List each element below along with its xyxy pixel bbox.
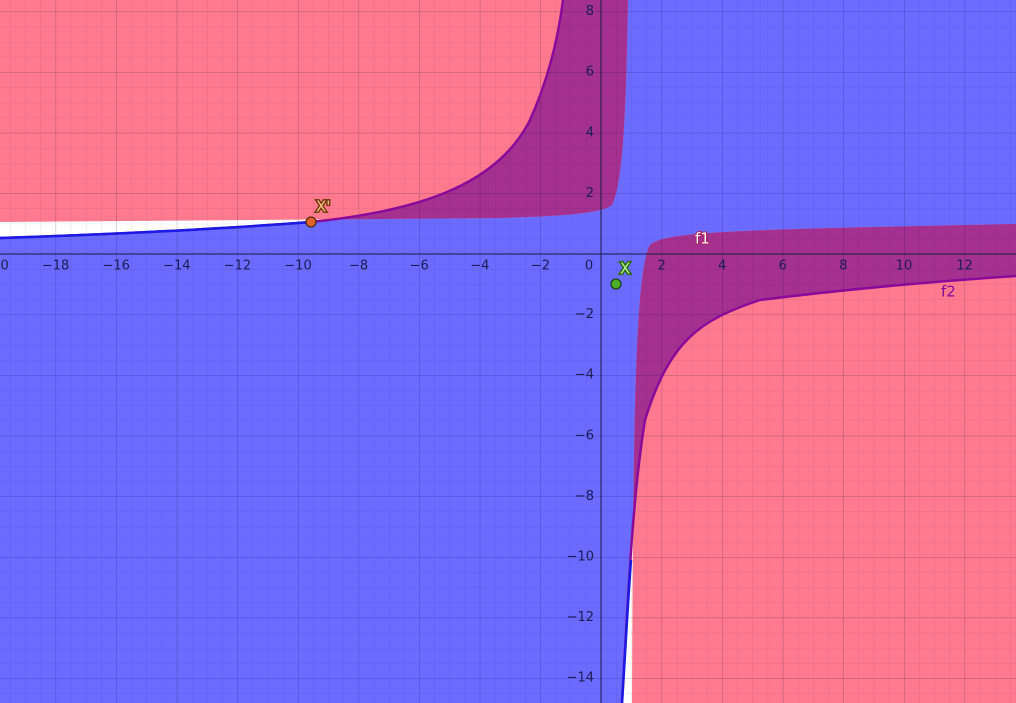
point-x[interactable] — [610, 278, 622, 290]
x-tick-label: −18 — [42, 259, 69, 274]
curve-blue[interactable] — [620, 559, 633, 703]
curve-blue[interactable] — [0, 220, 312, 240]
y-tick-label: −8 — [575, 489, 594, 504]
x-tick-label: −12 — [224, 259, 251, 274]
y-tick-label: 4 — [586, 125, 594, 140]
x-tick-label: 4 — [718, 259, 726, 274]
y-tick-label: 6 — [586, 65, 594, 80]
x-tick-label: 8 — [839, 259, 847, 274]
x-tick-label: −10 — [284, 259, 311, 274]
x-tick-label: −2 — [531, 259, 550, 274]
function-label: f1 — [695, 230, 710, 248]
y-tick-label: −6 — [575, 428, 594, 443]
y-tick-label: −4 — [575, 368, 594, 383]
x-tick-label: −20 — [0, 259, 9, 274]
y-tick-label: −10 — [567, 550, 594, 565]
x-tick-label: 0 — [585, 259, 593, 274]
x-tick-label: 12 — [956, 259, 973, 274]
point-x-prime[interactable] — [305, 216, 317, 228]
x-tick-label: 10 — [896, 259, 913, 274]
point-label: X — [620, 260, 630, 278]
x-tick-label: −6 — [410, 259, 429, 274]
y-tick-label: −14 — [567, 671, 594, 686]
x-tick-label: −8 — [349, 259, 368, 274]
y-tick-label: −12 — [567, 610, 594, 625]
x-tick-label: −4 — [470, 259, 489, 274]
function-label: f2 — [941, 283, 956, 301]
x-tick-label: 2 — [657, 259, 665, 274]
y-tick-label: 8 — [586, 4, 594, 19]
x-tick-label: −14 — [163, 259, 190, 274]
y-tick-label: 2 — [586, 186, 594, 201]
y-tick-label: −2 — [575, 307, 594, 322]
point-label: X' — [316, 198, 330, 216]
x-tick-label: −16 — [102, 259, 129, 274]
x-tick-label: 6 — [779, 259, 787, 274]
